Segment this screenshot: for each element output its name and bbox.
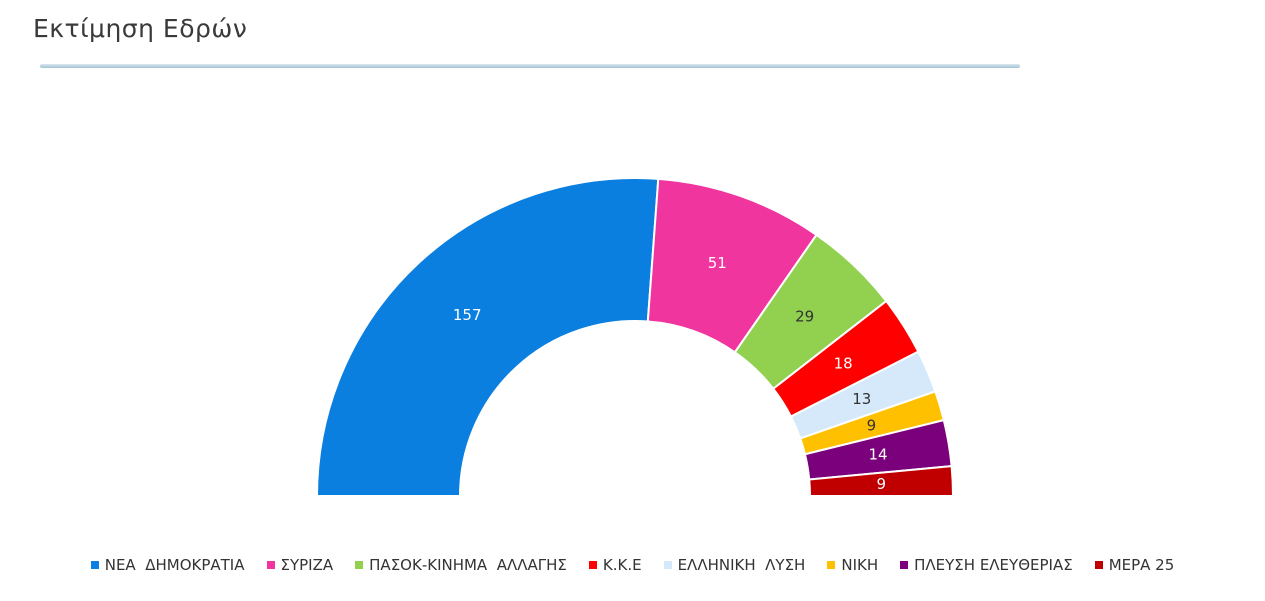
data-label: 18	[834, 354, 853, 372]
legend-swatch	[900, 561, 909, 569]
legend-item: ΕΛΛΗΝΙΚΗ ΛΥΣΗ	[663, 556, 806, 574]
legend-item: ΣΥΡΙΖΑ	[266, 556, 334, 574]
title-rule	[40, 64, 1020, 68]
data-label: 51	[708, 254, 727, 272]
legend-swatch	[588, 561, 597, 569]
legend-item: ΠΛΕΥΣΗ ΕΛΕΥΘΕΡΙΑΣ	[900, 556, 1073, 574]
chart: 157 51 29 18 13 9 14 9	[315, 177, 955, 497]
data-label: 13	[852, 390, 871, 408]
data-label: 9	[876, 475, 886, 493]
legend-swatch	[827, 561, 836, 569]
segment	[808, 464, 955, 497]
legend-swatch	[1094, 561, 1103, 569]
data-label: 9	[867, 416, 877, 434]
legend-label: ΝΕΑ ΔΗΜΟΚΡΑΤΙΑ	[104, 556, 245, 574]
data-label: 14	[869, 445, 888, 463]
legend-label: Κ.Κ.Ε	[602, 556, 642, 574]
legend-item: ΝΕΑ ΔΗΜΟΚΡΑΤΙΑ	[90, 556, 245, 574]
legend-label: ΝΙΚΗ	[841, 556, 879, 574]
legend-swatch	[663, 561, 672, 569]
chart-title: Εκτίμηση Εδρών	[33, 14, 248, 43]
legend: ΝΕΑ ΔΗΜΟΚΡΑΤΙΑ ΣΥΡΙΖΑ ΠΑΣΟΚ-ΚΙΝΗΜΑ ΑΛΛΑΓΗΣ…	[0, 556, 1265, 574]
legend-label: ΜΕΡΑ 25	[1108, 556, 1175, 574]
legend-item: ΠΑΣΟΚ-ΚΙΝΗΜΑ ΑΛΛΑΓΗΣ	[355, 556, 567, 574]
legend-item: ΝΙΚΗ	[827, 556, 878, 574]
legend-label: ΠΛΕΥΣΗ ΕΛΕΥΘΕΡΙΑΣ	[914, 556, 1073, 574]
legend-label: ΕΛΛΗΝΙΚΗ ΛΥΣΗ	[677, 556, 806, 574]
data-label: 29	[795, 308, 814, 326]
legend-label: ΠΑΣΟΚ-ΚΙΝΗΜΑ ΑΛΛΑΓΗΣ	[369, 556, 567, 574]
legend-swatch	[355, 561, 364, 569]
legend-item: ΜΕΡΑ 25	[1094, 556, 1175, 574]
segment	[315, 177, 660, 497]
legend-swatch	[90, 561, 99, 569]
data-label: 157	[453, 306, 482, 324]
legend-item: Κ.Κ.Ε	[588, 556, 642, 574]
legend-label: ΣΥΡΙΖΑ	[280, 556, 334, 574]
legend-swatch	[266, 561, 275, 569]
